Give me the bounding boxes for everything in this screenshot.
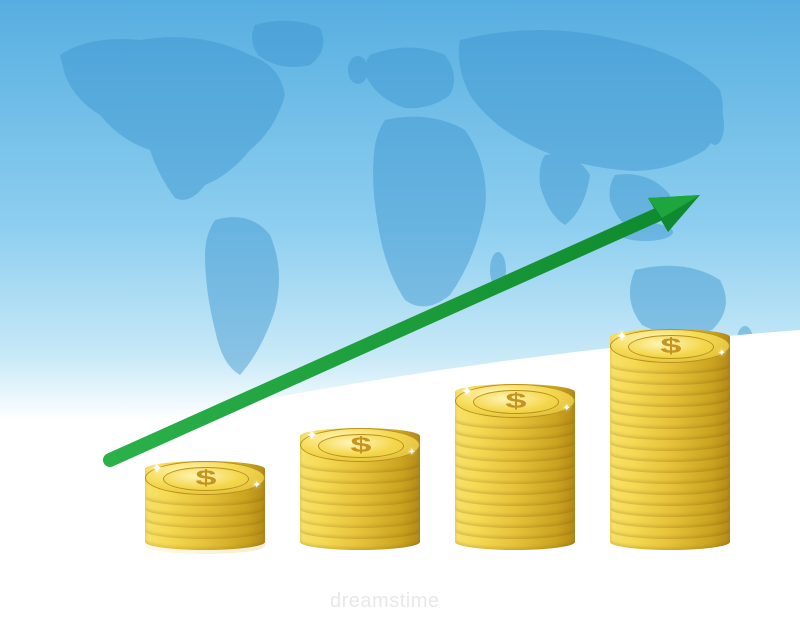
coin-stack-reflection — [610, 333, 730, 554]
coin-stacks-chart: $✦✦$✦✦$✦✦$✦✦ — [0, 0, 800, 640]
coin-stack-reflection — [455, 388, 575, 554]
coin-stack-reflection — [300, 432, 420, 554]
coin-edge — [145, 509, 265, 554]
watermark-text: dreamstime — [330, 590, 439, 613]
coin-stack-reflection — [145, 465, 265, 554]
coin-edge — [610, 388, 730, 433]
coin-edge — [300, 487, 420, 532]
coin-edge — [455, 443, 575, 488]
